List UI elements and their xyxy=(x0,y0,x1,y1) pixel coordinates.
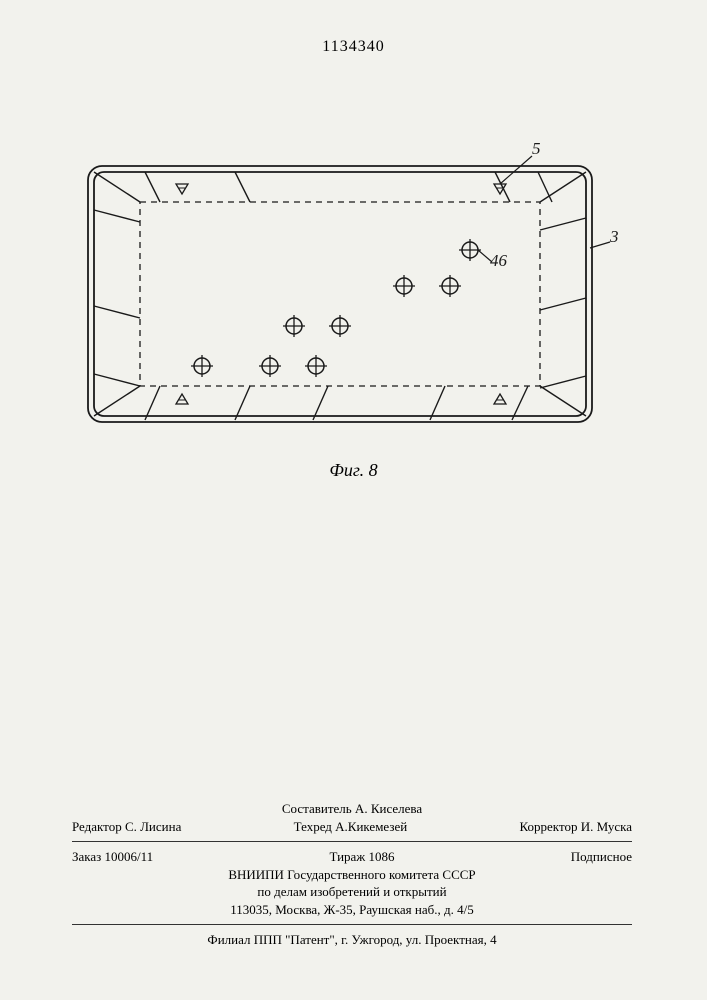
page-number: 1134340 xyxy=(322,38,384,56)
subscription: Подписное xyxy=(571,848,632,866)
figure-8-diagram: 5346 xyxy=(80,158,600,430)
separator-1 xyxy=(72,841,632,842)
editor: Редактор С. Лисина xyxy=(72,818,181,836)
compiler-line: Составитель А. Киселева xyxy=(72,800,632,818)
address-1: 113035, Москва, Ж-35, Раушская наб., д. … xyxy=(72,901,632,919)
org-line-2: по делам изобретений и открытий xyxy=(72,883,632,901)
svg-text:3: 3 xyxy=(609,227,619,246)
techred: Техред А.Кикемезей xyxy=(294,818,408,836)
editor-line: Редактор С. Лисина Техред А.Кикемезей Ко… xyxy=(72,818,632,836)
tirazh: Тираж 1086 xyxy=(329,848,394,866)
publication-credits: Составитель А. Киселева Редактор С. Лиси… xyxy=(72,800,632,949)
order-number: Заказ 10006/11 xyxy=(72,848,153,866)
org-line-1: ВНИИПИ Государственного комитета СССР xyxy=(72,866,632,884)
svg-text:5: 5 xyxy=(532,139,541,158)
address-2: Филиал ППП "Патент", г. Ужгород, ул. Про… xyxy=(72,931,632,949)
order-line: Заказ 10006/11 Тираж 1086 Подписное xyxy=(72,848,632,866)
figure-caption: Фиг. 8 xyxy=(329,460,377,481)
separator-2 xyxy=(72,924,632,925)
svg-text:46: 46 xyxy=(490,251,508,270)
proofreader: Корректор И. Муска xyxy=(520,818,632,836)
